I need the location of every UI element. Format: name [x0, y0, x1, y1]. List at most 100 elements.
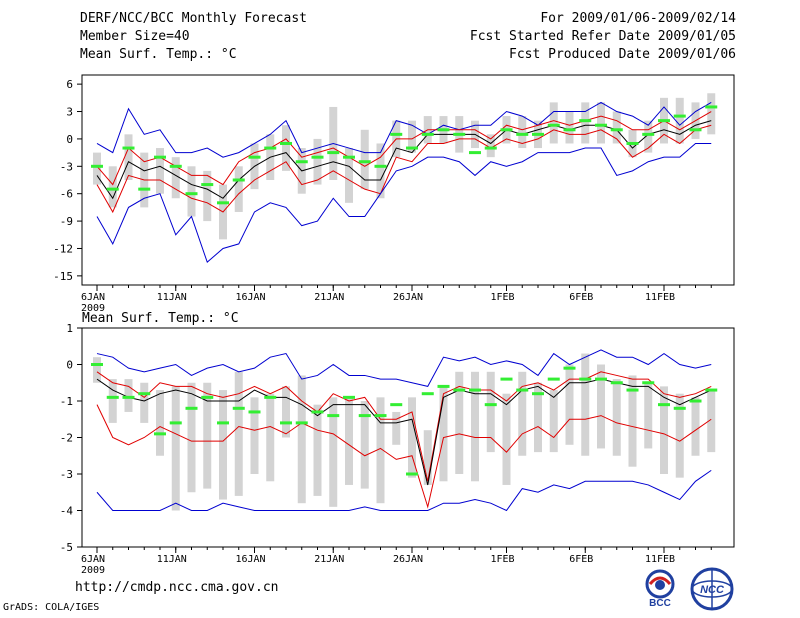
observation-marker: [311, 155, 324, 159]
ensemble-spread-bar: [392, 411, 401, 445]
y-tick-label: -3: [60, 468, 73, 481]
observation-marker: [343, 395, 355, 399]
ensemble-spread-bar: [439, 386, 448, 482]
ensemble-spread-bar: [266, 393, 275, 482]
y-tick-label: -1: [60, 395, 73, 408]
ensemble-spread-bar: [234, 371, 243, 496]
observation-marker: [689, 128, 702, 132]
observation-marker: [673, 114, 686, 118]
observation-marker: [201, 183, 214, 187]
observation-marker: [295, 421, 308, 425]
ensemble-spread-bar: [549, 390, 558, 453]
observation-marker: [311, 410, 324, 414]
observation-marker: [217, 201, 229, 205]
ensemble-spread-bar: [675, 97, 684, 144]
observation-marker: [579, 377, 592, 381]
ensemble-spread-bar: [707, 390, 716, 453]
observation-marker: [406, 146, 418, 150]
observation-marker: [673, 406, 686, 410]
y-tick-label: -6: [60, 188, 73, 201]
x-tick-label: 11FEB: [645, 292, 675, 303]
bcc-logo-icon: BCC: [645, 569, 675, 608]
x-tick-label: 11JAN: [157, 554, 187, 565]
observation-marker: [358, 414, 371, 418]
observation-marker: [547, 123, 560, 127]
observation-marker: [106, 187, 119, 191]
ncc-logo-icon: NCC: [690, 567, 734, 611]
observation-marker: [106, 395, 119, 399]
observation-marker: [516, 132, 529, 136]
x-tick-year-label: 2009: [81, 565, 105, 576]
observation-marker: [453, 132, 466, 136]
ensemble-spread-bar: [612, 379, 621, 456]
ensemble-spread-bar: [345, 148, 353, 203]
ensemble-spread-bar: [203, 382, 212, 489]
observation-marker: [532, 132, 544, 136]
x-tick-label: 6JAN: [81, 554, 105, 565]
ensemble-spread-bar: [549, 102, 558, 144]
x-tick-label: 16JAN: [235, 554, 265, 565]
ensemble-spread-bar: [329, 397, 338, 507]
ensemble-spread-bar: [565, 364, 574, 445]
observation-marker: [421, 392, 434, 396]
observation-marker: [626, 141, 639, 145]
observation-marker: [122, 395, 135, 399]
ensemble-spread-bar: [486, 371, 495, 453]
observation-marker: [91, 164, 103, 168]
ensemble-spread-bar: [171, 386, 180, 511]
observation-marker: [122, 146, 135, 150]
observation-marker: [484, 403, 497, 407]
observation-marker: [595, 377, 607, 381]
y-tick-label: 6: [66, 78, 73, 91]
observation-marker: [343, 155, 355, 159]
x-tick-year-label: 2009: [81, 303, 105, 314]
ensemble-spread-bar: [691, 397, 700, 456]
ensemble-spread-bar: [423, 430, 432, 485]
ensemble-spread-bar: [187, 382, 196, 493]
y-tick-label: -5: [60, 541, 73, 554]
ensemble-spread-bar: [471, 371, 479, 482]
ensemble-spread-bar: [597, 364, 605, 449]
ensemble-spread-bar: [282, 386, 290, 438]
ensemble-spread-bar: [313, 404, 322, 496]
observation-marker: [453, 388, 466, 392]
ensemble-spread-bar: [518, 371, 527, 456]
x-tick-label: 6FEB: [569, 292, 593, 303]
ensemble-spread-bar: [660, 386, 668, 474]
ensemble-spread-bar: [597, 102, 605, 144]
x-tick-label: 21JAN: [314, 292, 344, 303]
ensemble-spread-bar: [108, 379, 117, 423]
ensemble-spread-bar: [108, 166, 117, 208]
y-tick-label: -2: [60, 432, 73, 445]
x-tick-label: 6JAN: [81, 292, 105, 303]
ncc-logo-text: NCC: [700, 584, 725, 596]
observation-marker: [374, 414, 387, 418]
ensemble-spread-bar: [360, 401, 369, 489]
chart-title: DERF/NCC/BCC Monthly Forecast: [80, 11, 307, 26]
observation-marker: [437, 384, 450, 388]
ensemble-spread-bar: [581, 353, 590, 456]
observation-marker: [185, 192, 198, 196]
ensemble-spread-bar: [534, 382, 542, 453]
source-url[interactable]: http://cmdp.ncc.cma.gov.cn: [75, 580, 279, 595]
ensemble-spread-bar: [219, 390, 227, 500]
observation-marker: [217, 421, 229, 425]
observation-marker: [374, 164, 387, 168]
observation-marker: [547, 377, 560, 381]
ensemble-spread-bar: [502, 393, 511, 485]
y-tick-label: -3: [60, 160, 73, 173]
series-line-outer-min: [96, 142, 712, 264]
y-tick-label: -12: [53, 242, 73, 255]
panel-title: Mean Surf. Temp.: °C: [82, 311, 239, 326]
ensemble-spread-bar: [93, 152, 101, 185]
x-tick-label: 11FEB: [645, 554, 675, 565]
observation-marker: [705, 105, 718, 109]
ensemble-spread-bar: [345, 397, 353, 485]
observation-marker: [138, 392, 151, 396]
observation-marker: [469, 151, 481, 155]
observation-marker: [232, 178, 245, 182]
ensemble-spread-bar: [282, 125, 290, 171]
ensemble-spread-bar: [156, 390, 164, 456]
ensemble-spread-bar: [156, 148, 164, 194]
x-tick-label: 21JAN: [314, 554, 344, 565]
